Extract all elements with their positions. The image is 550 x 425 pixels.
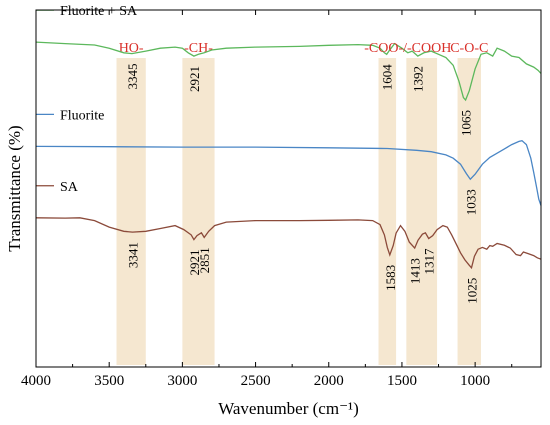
x-tick-label-4: 2000 bbox=[314, 373, 344, 389]
x-tick-label-5: 1500 bbox=[387, 373, 417, 389]
peak-label-3: 1392 bbox=[411, 66, 426, 92]
band-0 bbox=[116, 58, 146, 365]
x-tick-label-1: 3500 bbox=[94, 373, 124, 389]
peak-label-11: 1317 bbox=[422, 248, 437, 274]
legend-label-1: Fluorite bbox=[60, 108, 104, 123]
peak-label-7: 2921 bbox=[187, 250, 202, 276]
band-1 bbox=[182, 58, 215, 365]
assignment-bands: HO- -CH- C-O-C bbox=[116, 41, 488, 365]
peak-label-0: 3345 bbox=[125, 64, 140, 90]
series-line-1 bbox=[35, 139, 542, 206]
legend-label-0: Fluorite + SA bbox=[60, 4, 138, 19]
plot-frame bbox=[35, 9, 542, 368]
peak-label-8: 2851 bbox=[197, 247, 212, 273]
spectra: Fluorite + SA Fluorite SA bbox=[35, 4, 542, 270]
x-tick-label-6: 1000 bbox=[460, 373, 490, 389]
peak-label-2: 1604 bbox=[380, 64, 395, 91]
x-tick-label-3: 2500 bbox=[241, 373, 271, 389]
x-tick-label-2: 3000 bbox=[167, 373, 197, 389]
y-axis-label: Transmittance (%) bbox=[5, 125, 24, 251]
peak-label-5: 1033 bbox=[463, 189, 478, 215]
x-axis-label: Wavenumber (cm⁻¹) bbox=[218, 399, 359, 418]
x-axis: 4000 3500 3000 2500 2000 1500 1000 bbox=[21, 10, 513, 389]
series-line-0 bbox=[35, 41, 542, 102]
peak-label-4: 1065 bbox=[459, 110, 474, 136]
peak-label-1: 2921 bbox=[187, 66, 202, 92]
series-line-2 bbox=[35, 217, 542, 270]
peak-label-12: 1025 bbox=[464, 278, 479, 304]
band-label-4: C-O-C bbox=[450, 41, 488, 56]
band-2 bbox=[378, 58, 397, 365]
legend-label-2: SA bbox=[60, 180, 79, 195]
x-tick-label-0: 4000 bbox=[21, 373, 51, 389]
band-4 bbox=[457, 58, 481, 365]
peak-label-10: 1413 bbox=[408, 258, 423, 284]
peak-label-6: 3341 bbox=[125, 242, 140, 268]
band-3 bbox=[406, 58, 438, 365]
carboxyl-band-label: -COO-/-COOH bbox=[364, 41, 451, 56]
peak-label-9: 1583 bbox=[383, 265, 398, 291]
